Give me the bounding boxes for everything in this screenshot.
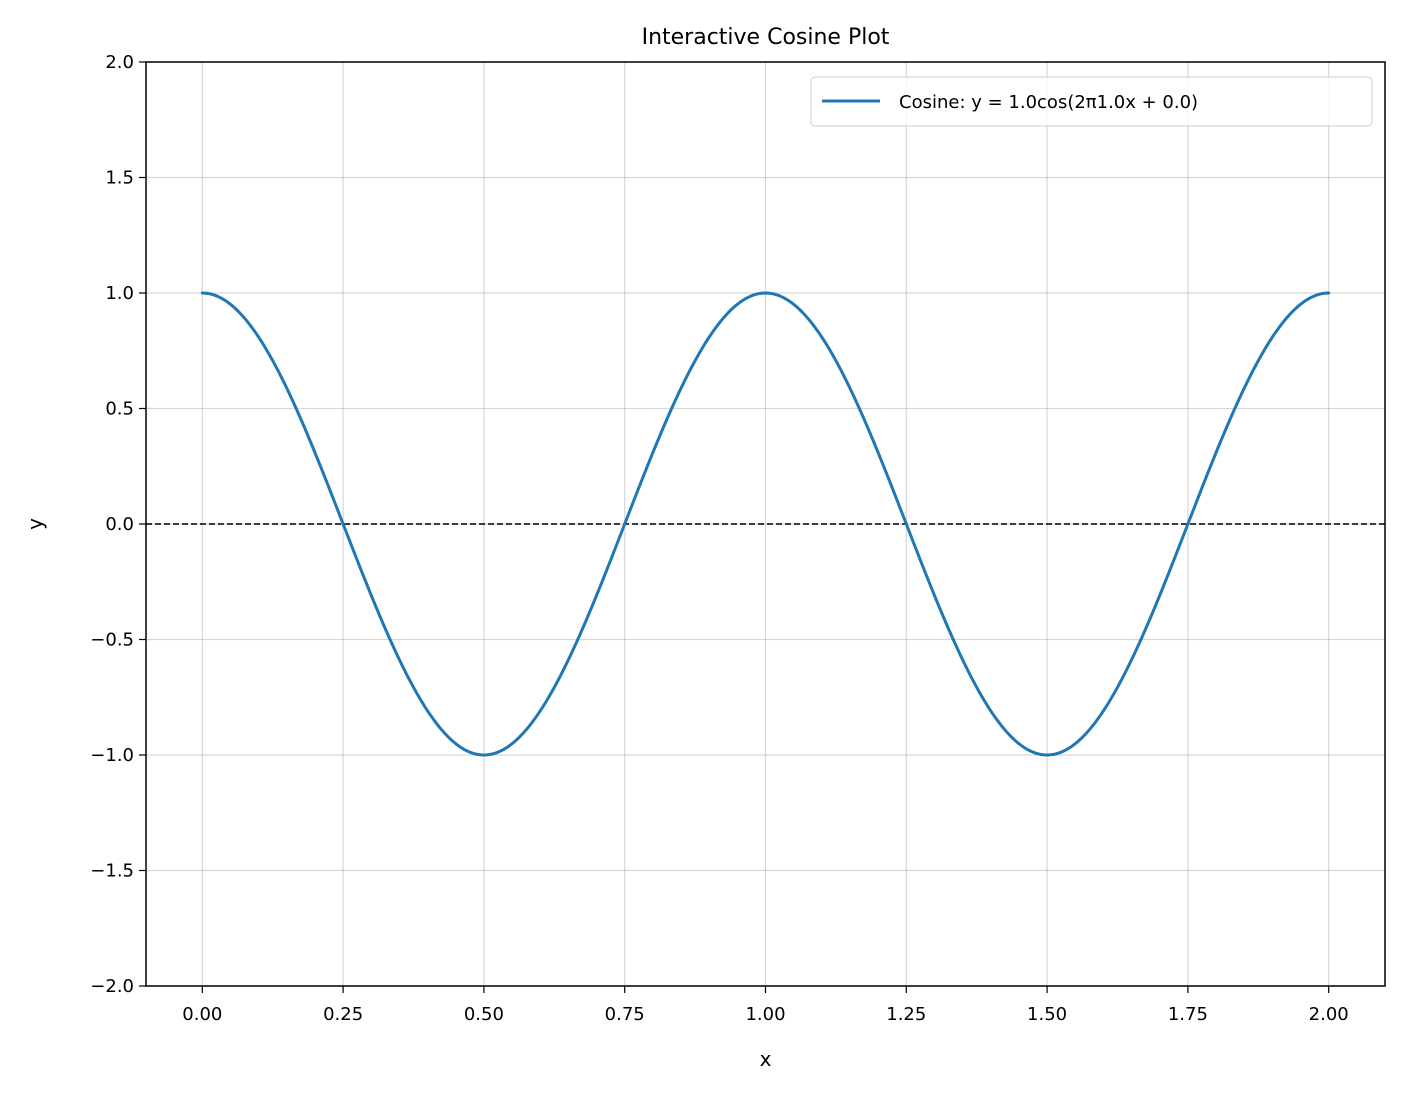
- x-tick-label: 1.75: [1168, 1004, 1208, 1025]
- series-group: [200, 291, 1331, 757]
- legend-box: [810, 76, 1373, 127]
- y-tick-label: 2.0: [105, 52, 134, 73]
- legend: Cosine: y = 1.0cos(2π1.0x + 0.0): [810, 76, 1373, 127]
- x-tick-label: 0.50: [464, 1004, 504, 1025]
- chart-title: Interactive Cosine Plot: [642, 25, 890, 50]
- x-tick-label: 2.00: [1309, 1004, 1349, 1025]
- x-axis-ticks: 0.00 0.25 0.50 0.75 1.00 1.25 1.50 1.75 2.00: [182, 986, 1349, 1025]
- y-tick-label: −0.5: [90, 630, 134, 651]
- x-tick-label: 1.50: [1027, 1004, 1067, 1025]
- x-tick-label: 0.00: [182, 1004, 222, 1025]
- legend-label-cosine: Cosine: y = 1.0cos(2π1.0x + 0.0): [899, 92, 1198, 113]
- x-tick-label: 1.00: [745, 1004, 785, 1025]
- x-tick-label: 0.75: [605, 1004, 645, 1025]
- cosine-series-line: [200, 291, 1331, 757]
- y-axis-label: y: [23, 518, 47, 530]
- y-tick-label: 1.0: [105, 283, 134, 304]
- y-tick-label: 0.5: [105, 399, 134, 420]
- y-tick-label: −1.5: [90, 861, 134, 882]
- x-tick-label: 1.25: [886, 1004, 926, 1025]
- x-tick-label: 0.25: [323, 1004, 363, 1025]
- y-tick-label: 1.5: [105, 168, 134, 189]
- y-axis-ticks: −2.0 −1.5 −1.0 −0.5 0.0 0.5 1.0 1.5 2.0: [90, 52, 146, 997]
- y-tick-label: −2.0: [90, 976, 134, 997]
- y-tick-label: −1.0: [90, 745, 134, 766]
- x-axis-label: x: [760, 1047, 772, 1071]
- y-tick-label: 0.0: [105, 514, 134, 535]
